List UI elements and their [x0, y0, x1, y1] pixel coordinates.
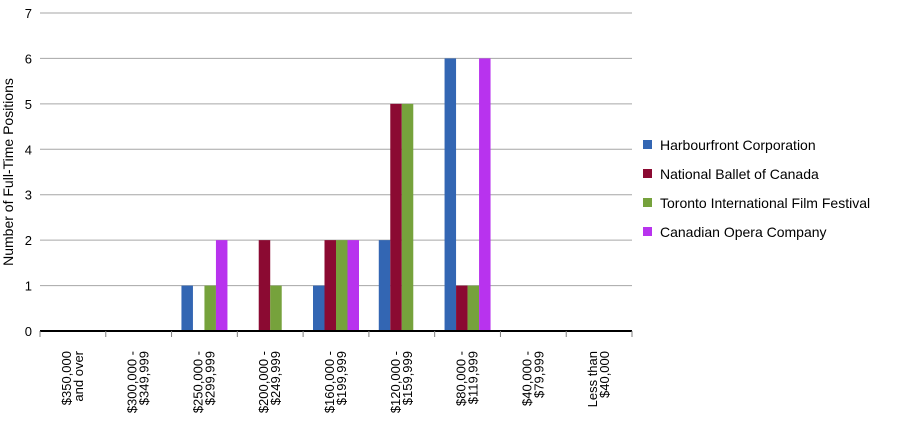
x-tick-label-line: $40,000 -	[519, 351, 534, 406]
x-tick-label-line: $350,000	[59, 351, 74, 405]
bar	[215, 240, 228, 331]
x-tick-label-line: $349,999	[137, 351, 152, 405]
x-tick-label: Less than$40,000	[585, 351, 612, 407]
bar	[390, 103, 402, 331]
y-tick-labels: 0 1 2 3 4 5 6 7	[25, 6, 32, 339]
y-tick-label: 4	[25, 142, 32, 157]
legend-item: National Ballet of Canada	[643, 166, 819, 182]
legend-label: Toronto International Film Festival	[660, 195, 870, 211]
legend-label: Harbourfront Corporation	[660, 137, 816, 153]
x-tick-label-line: $79,999	[531, 351, 546, 398]
x-tick-label: $40,000 -$79,999	[519, 351, 546, 406]
x-tick-label-line: Less than	[585, 351, 600, 407]
x-tick-label-line: $249,999	[268, 351, 283, 405]
legend-item: Harbourfront Corporation	[643, 137, 816, 153]
x-tick-label-line: $120,000 -	[388, 351, 403, 413]
legend-label: Canadian Opera Company	[660, 224, 827, 240]
y-tick-label: 0	[25, 324, 32, 339]
x-tick-label: $200,000 -$249,999	[256, 351, 283, 413]
y-tick-label: 1	[25, 279, 32, 294]
bar	[204, 285, 216, 331]
bar	[336, 240, 348, 331]
bar	[347, 240, 359, 331]
bar	[270, 285, 282, 331]
x-tick-label-line: $200,000 -	[256, 351, 271, 413]
y-tick-label: 2	[25, 233, 32, 248]
legend-swatch	[643, 169, 652, 178]
y-tick-label: 7	[25, 6, 32, 21]
bar	[401, 103, 414, 331]
y-tick-label: 3	[25, 188, 32, 203]
x-tick-label-line: $250,000 -	[190, 351, 205, 413]
bar	[456, 285, 468, 331]
bars	[181, 58, 491, 332]
x-tick-label: $300,000 -$349,999	[125, 351, 152, 413]
legend-swatch	[643, 140, 652, 149]
x-tick-label-line: $199,999	[334, 351, 349, 405]
x-tick-label-line: $160,000 -	[322, 351, 337, 413]
bar	[378, 240, 391, 331]
bar	[479, 58, 491, 332]
x-tick-label: $80,000 -$119,999	[454, 351, 481, 406]
x-tick-label-line: $159,999	[400, 351, 415, 405]
x-tick-label: $250,000 -$299,999	[190, 351, 217, 413]
grid-lines	[40, 12, 632, 287]
axes	[39, 330, 633, 337]
legend-swatch	[643, 198, 652, 207]
bar	[467, 285, 480, 331]
x-tick-label: $120,000 -$159,999	[388, 351, 415, 413]
x-tick-label-line: $119,999	[466, 351, 481, 404]
bar	[444, 58, 457, 332]
y-axis-title: Number of Full-Time Positions	[0, 78, 16, 266]
y-tick-label: 5	[25, 97, 32, 112]
legend-swatch	[643, 227, 652, 236]
x-tick-label-line: $40,000	[597, 351, 612, 398]
bar	[324, 240, 336, 331]
x-tick-label-line: $80,000 -	[454, 351, 469, 406]
legend-label: National Ballet of Canada	[660, 166, 819, 182]
x-tick-label-line: $299,999	[202, 351, 217, 405]
y-tick-label: 6	[25, 51, 32, 66]
bar	[313, 285, 325, 331]
legend-item: Canadian Opera Company	[643, 224, 827, 240]
legend: Harbourfront Corporation National Ballet …	[643, 137, 870, 240]
x-tick-label-line: and over	[71, 350, 86, 401]
bar	[181, 285, 193, 331]
x-tick-label-line: $300,000 -	[125, 351, 140, 413]
x-tick-label: $160,000 -$199,999	[322, 351, 349, 413]
bar	[258, 240, 271, 331]
legend-item: Toronto International Film Festival	[643, 195, 870, 211]
